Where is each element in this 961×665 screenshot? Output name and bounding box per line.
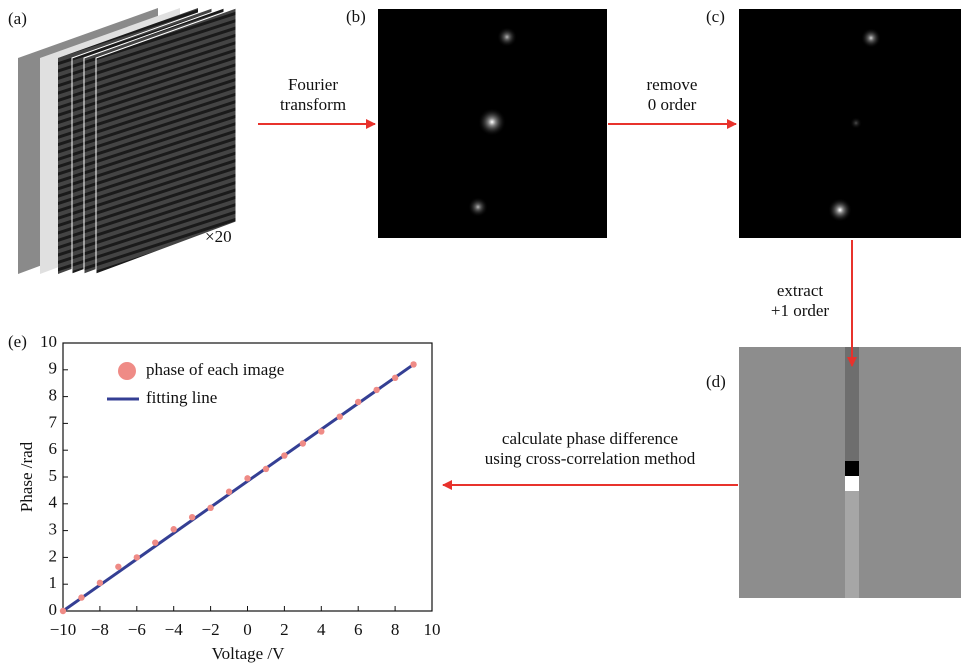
legend-swatch xyxy=(118,362,136,380)
y-tick-label: 0 xyxy=(49,600,58,619)
data-point xyxy=(60,608,66,614)
figure: (a) ×20 (b) (c) (d) Fourier transform re… xyxy=(0,0,961,665)
panel-label: (c) xyxy=(706,7,725,26)
correlation-image xyxy=(739,347,961,598)
y-tick-label: 6 xyxy=(49,439,58,458)
data-point xyxy=(207,505,213,511)
panel-label: (d) xyxy=(706,372,726,391)
arrow-label: extract xyxy=(777,281,824,300)
panel-label: (b) xyxy=(346,7,366,26)
data-point xyxy=(373,387,379,393)
data-point xyxy=(392,375,398,381)
data-point xyxy=(226,489,232,495)
arrow-label: 0 order xyxy=(648,95,697,114)
data-point xyxy=(134,554,140,560)
x-tick-label: −8 xyxy=(91,620,109,639)
data-point xyxy=(410,361,416,367)
x-tick-label: −10 xyxy=(50,620,77,639)
arrow-label: Fourier xyxy=(288,75,338,94)
y-tick-label: 4 xyxy=(49,493,58,512)
y-tick-label: 2 xyxy=(49,546,58,565)
data-point xyxy=(263,466,269,472)
data-point xyxy=(281,452,287,458)
legend-label: fitting line xyxy=(146,388,217,407)
x-tick-label: 2 xyxy=(280,620,289,639)
data-point xyxy=(244,475,250,481)
y-tick-label: 10 xyxy=(40,332,57,351)
data-point xyxy=(171,526,177,532)
data-point xyxy=(115,564,121,570)
data-point xyxy=(78,594,84,600)
panel-label: (e) xyxy=(8,332,27,351)
fft-image-filtered xyxy=(739,9,961,238)
panel-label: (a) xyxy=(8,9,27,28)
data-point xyxy=(355,399,361,405)
data-point xyxy=(152,539,158,545)
data-point xyxy=(300,440,306,446)
x-tick-label: 10 xyxy=(424,620,441,639)
x-tick-label: 4 xyxy=(317,620,326,639)
y-tick-label: 1 xyxy=(49,573,58,592)
y-tick-label: 9 xyxy=(49,359,58,378)
x-axis-label: Voltage /V xyxy=(212,644,286,663)
y-tick-label: 8 xyxy=(49,386,58,405)
x-tick-label: −4 xyxy=(165,620,184,639)
y-axis-label: Phase /rad xyxy=(17,441,36,512)
arrow-label: remove xyxy=(647,75,698,94)
data-point xyxy=(318,428,324,434)
fft-image xyxy=(378,9,607,238)
arrow-label: +1 order xyxy=(771,301,830,320)
legend-label: phase of each image xyxy=(146,360,284,379)
arrow-label: transform xyxy=(280,95,346,114)
y-tick-label: 5 xyxy=(49,466,58,485)
image-stack xyxy=(18,8,236,274)
arrow-label: using cross-correlation method xyxy=(485,449,696,468)
x-tick-label: 0 xyxy=(243,620,252,639)
y-tick-label: 7 xyxy=(49,412,58,431)
data-point xyxy=(337,414,343,420)
x-tick-label: −2 xyxy=(202,620,220,639)
data-point xyxy=(97,580,103,586)
data-point xyxy=(189,514,195,520)
y-tick-label: 3 xyxy=(49,520,58,539)
x-tick-label: 6 xyxy=(354,620,363,639)
multiplier: ×20 xyxy=(205,227,232,246)
x-tick-label: −6 xyxy=(128,620,146,639)
arrow-label: calculate phase difference xyxy=(502,429,678,448)
x-tick-label: 8 xyxy=(391,620,400,639)
